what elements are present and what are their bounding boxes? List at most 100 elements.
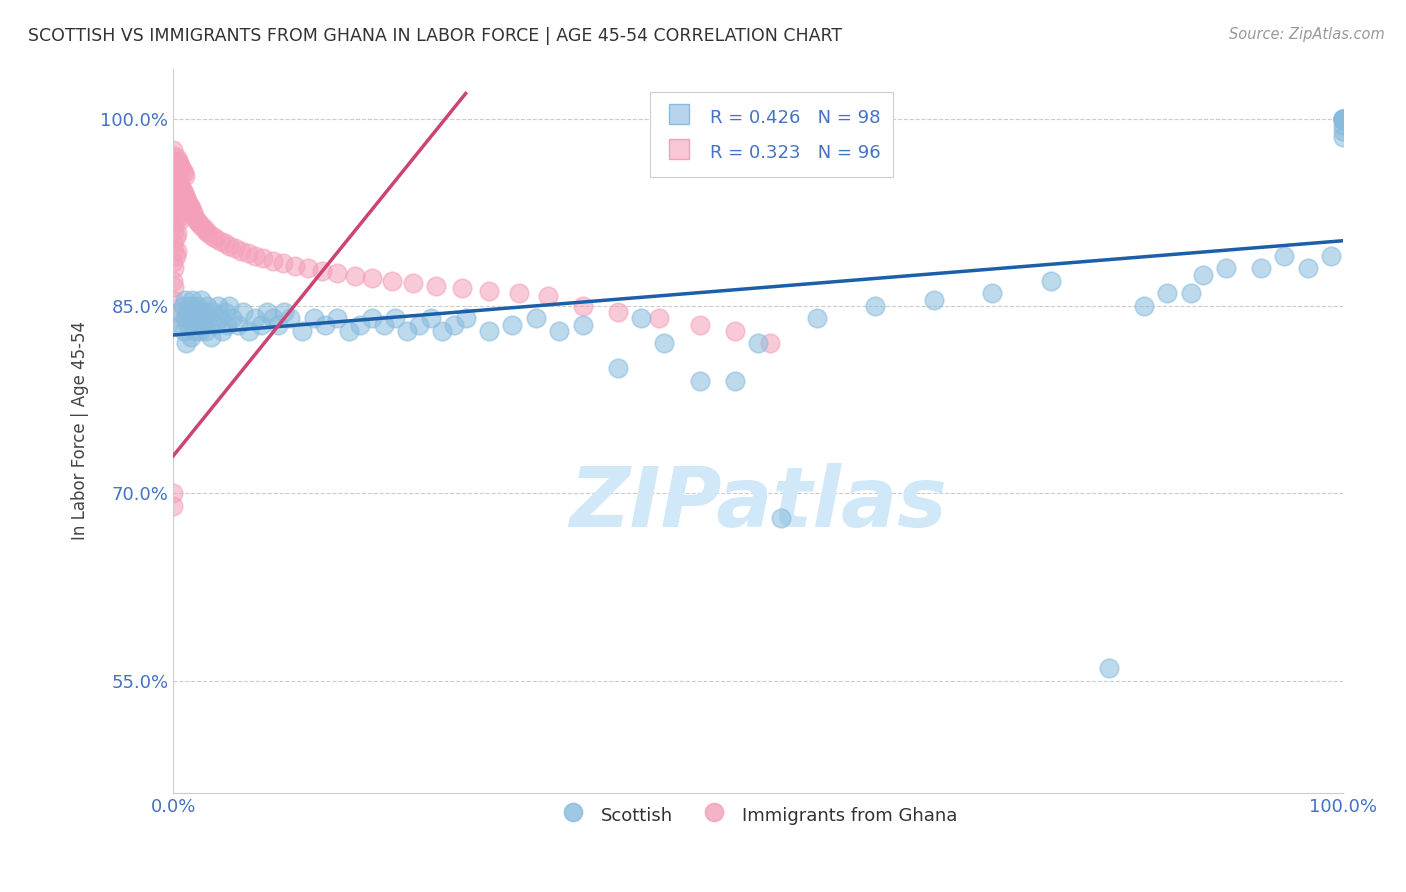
Point bbox=[606, 361, 628, 376]
Point bbox=[215, 318, 238, 332]
Point bbox=[165, 174, 187, 188]
Point bbox=[1331, 112, 1354, 126]
Point bbox=[226, 318, 249, 332]
Point bbox=[179, 299, 201, 313]
Point bbox=[1331, 130, 1354, 145]
Point bbox=[162, 199, 184, 213]
Point bbox=[1331, 112, 1354, 126]
Point bbox=[162, 486, 184, 500]
Point bbox=[1274, 249, 1296, 263]
Point bbox=[689, 318, 711, 332]
Point bbox=[174, 192, 197, 206]
Point bbox=[166, 152, 188, 166]
Point bbox=[187, 318, 209, 332]
Point bbox=[197, 311, 219, 326]
Point bbox=[218, 239, 240, 253]
Point bbox=[165, 230, 187, 244]
Point bbox=[548, 324, 571, 338]
Point bbox=[180, 202, 202, 216]
Point bbox=[177, 196, 200, 211]
Point bbox=[181, 318, 204, 332]
Point bbox=[806, 311, 828, 326]
Point bbox=[311, 264, 333, 278]
Point bbox=[174, 336, 197, 351]
Point bbox=[173, 186, 195, 201]
Point bbox=[1331, 112, 1354, 126]
Point bbox=[981, 286, 1004, 301]
Point bbox=[1156, 286, 1178, 301]
Point bbox=[162, 255, 184, 269]
Point bbox=[408, 318, 430, 332]
Point bbox=[174, 311, 197, 326]
Point bbox=[163, 261, 186, 276]
Point bbox=[187, 305, 209, 319]
Point bbox=[297, 261, 319, 276]
Point bbox=[221, 311, 243, 326]
Point bbox=[163, 280, 186, 294]
Point bbox=[167, 153, 190, 168]
Point bbox=[167, 305, 190, 319]
Point bbox=[207, 299, 229, 313]
Point bbox=[425, 279, 447, 293]
Point bbox=[167, 194, 190, 208]
Point bbox=[193, 221, 215, 235]
Point bbox=[284, 259, 307, 273]
Point bbox=[232, 305, 254, 319]
Point bbox=[1296, 261, 1319, 276]
Point bbox=[200, 330, 222, 344]
Point bbox=[1331, 118, 1354, 132]
Point bbox=[166, 244, 188, 258]
Point bbox=[163, 243, 186, 257]
Point bbox=[451, 281, 474, 295]
Point bbox=[193, 318, 215, 332]
Point bbox=[162, 180, 184, 194]
Point bbox=[214, 236, 236, 251]
Point bbox=[252, 252, 274, 266]
Point bbox=[163, 168, 186, 182]
Point bbox=[536, 289, 558, 303]
Point bbox=[747, 336, 769, 351]
Point bbox=[181, 204, 204, 219]
Point bbox=[654, 336, 676, 351]
Point bbox=[172, 299, 194, 313]
Point bbox=[508, 286, 530, 301]
Point bbox=[501, 318, 523, 332]
Point bbox=[204, 231, 226, 245]
Point bbox=[337, 324, 360, 338]
Point bbox=[236, 246, 259, 260]
Point bbox=[302, 311, 325, 326]
Point bbox=[250, 318, 273, 332]
Point bbox=[201, 229, 224, 244]
Point bbox=[194, 324, 217, 338]
Point bbox=[571, 318, 593, 332]
Point bbox=[208, 311, 231, 326]
Point bbox=[167, 211, 190, 226]
Point bbox=[197, 227, 219, 241]
Point bbox=[179, 199, 201, 213]
Point bbox=[165, 249, 187, 263]
Point bbox=[169, 159, 191, 173]
Point bbox=[162, 274, 184, 288]
Point bbox=[402, 277, 425, 291]
Point bbox=[162, 311, 184, 326]
Point bbox=[229, 244, 252, 258]
Point bbox=[174, 169, 197, 183]
Point bbox=[273, 305, 295, 319]
Point bbox=[170, 161, 193, 176]
Point bbox=[1331, 124, 1354, 138]
Point bbox=[165, 155, 187, 169]
Point bbox=[1191, 268, 1213, 282]
Point bbox=[271, 256, 294, 270]
Point bbox=[208, 234, 231, 248]
Point bbox=[606, 305, 628, 319]
Point bbox=[167, 174, 190, 188]
Point bbox=[170, 181, 193, 195]
Point bbox=[176, 194, 198, 208]
Point bbox=[724, 374, 747, 388]
Point bbox=[167, 192, 190, 206]
Point bbox=[162, 236, 184, 251]
Point bbox=[863, 299, 886, 313]
Point bbox=[343, 268, 366, 283]
Legend: Scottish, Immigrants from Ghana: Scottish, Immigrants from Ghana bbox=[550, 795, 966, 835]
Point bbox=[1039, 274, 1062, 288]
